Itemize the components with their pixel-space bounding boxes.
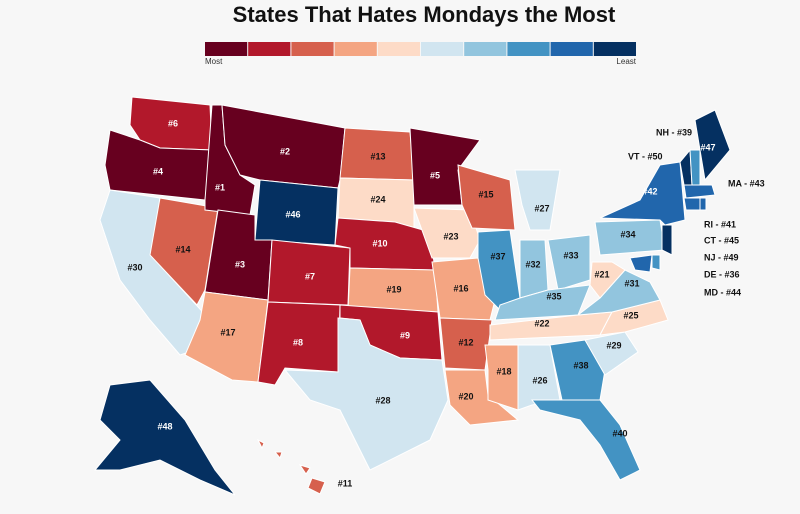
state-label: #18 xyxy=(496,366,511,376)
state-label: #22 xyxy=(534,318,549,328)
state xyxy=(689,149,701,186)
legend-high-label: Least xyxy=(616,57,636,66)
state-label: #20 xyxy=(458,391,473,401)
legend-swatch xyxy=(377,42,420,56)
state xyxy=(256,438,326,495)
state-label: #19 xyxy=(386,284,401,294)
state-callout: NJ - #49 xyxy=(704,252,739,262)
state xyxy=(484,344,519,411)
state-label: #7 xyxy=(305,271,315,281)
legend-swatch xyxy=(205,42,248,56)
legend-swatch xyxy=(421,42,464,56)
legend-swatch xyxy=(291,42,334,56)
state xyxy=(589,261,626,299)
state-label: #3 xyxy=(235,259,245,269)
state-label: #48 xyxy=(157,421,172,431)
legend-swatch xyxy=(334,42,377,56)
state xyxy=(283,317,449,471)
state-label: #46 xyxy=(285,209,300,219)
state-label: #27 xyxy=(534,203,549,213)
state-label: #16 xyxy=(453,283,468,293)
state xyxy=(93,379,236,496)
state-label: #9 xyxy=(400,330,410,340)
state-callout: VT - #50 xyxy=(628,151,663,161)
state xyxy=(457,164,516,231)
state xyxy=(699,197,707,211)
state xyxy=(413,207,481,259)
state-label: #31 xyxy=(624,278,639,288)
state-label: #40 xyxy=(612,428,627,438)
state-label: #32 xyxy=(525,259,540,269)
state-label: #29 xyxy=(606,340,621,350)
state xyxy=(514,169,561,231)
state-label: #11 xyxy=(338,478,353,488)
state-callout: DE - #36 xyxy=(704,269,740,279)
state-label: #1 xyxy=(215,182,225,192)
state-label: #12 xyxy=(458,337,473,347)
state xyxy=(661,224,673,256)
state xyxy=(683,184,716,199)
state xyxy=(530,399,641,481)
state-label: #2 xyxy=(280,146,290,156)
state-label: #5 xyxy=(430,170,440,180)
legend-swatch xyxy=(464,42,507,56)
state-label: #42 xyxy=(642,186,657,196)
state-callout: MA - #43 xyxy=(728,178,765,188)
state-label: #24 xyxy=(370,194,385,204)
legend-swatch xyxy=(550,42,593,56)
state xyxy=(599,161,686,226)
state-callout: NH - #39 xyxy=(656,127,692,137)
state-label: #10 xyxy=(372,238,387,248)
state-label: #13 xyxy=(370,151,385,161)
legend-swatch xyxy=(507,42,550,56)
state-label: #8 xyxy=(293,337,303,347)
state-label: #35 xyxy=(546,291,561,301)
state xyxy=(629,254,653,273)
state xyxy=(651,254,661,271)
legend-swatch xyxy=(593,42,636,56)
state xyxy=(584,331,639,376)
state-label: #26 xyxy=(532,375,547,385)
state-label: #38 xyxy=(573,360,588,370)
state-label: #33 xyxy=(563,250,578,260)
state-label: #28 xyxy=(375,395,390,405)
map-title: States That Hates Mondays the Most xyxy=(233,2,616,27)
state-label: #4 xyxy=(153,166,163,176)
state-label: #17 xyxy=(220,327,235,337)
state xyxy=(444,369,520,426)
state xyxy=(549,339,606,401)
state-label: #23 xyxy=(443,231,458,241)
state xyxy=(599,299,669,336)
state-callout: MD - #44 xyxy=(704,287,741,297)
state-label: #21 xyxy=(594,269,609,279)
state-label: #14 xyxy=(175,244,190,254)
state-label: #47 xyxy=(700,142,715,152)
state-label: #15 xyxy=(478,189,493,199)
state xyxy=(683,197,701,211)
state xyxy=(694,109,731,182)
state-label: #37 xyxy=(490,251,505,261)
state-callout: CT - #45 xyxy=(704,235,739,245)
state-label: #6 xyxy=(168,118,178,128)
state-callout: RI - #41 xyxy=(704,219,736,229)
state-label: #25 xyxy=(623,310,638,320)
legend-swatch xyxy=(248,42,291,56)
state-label: #30 xyxy=(127,262,142,272)
state-label: #34 xyxy=(620,229,635,239)
legend-low-label: Most xyxy=(205,57,223,66)
state xyxy=(431,257,496,321)
